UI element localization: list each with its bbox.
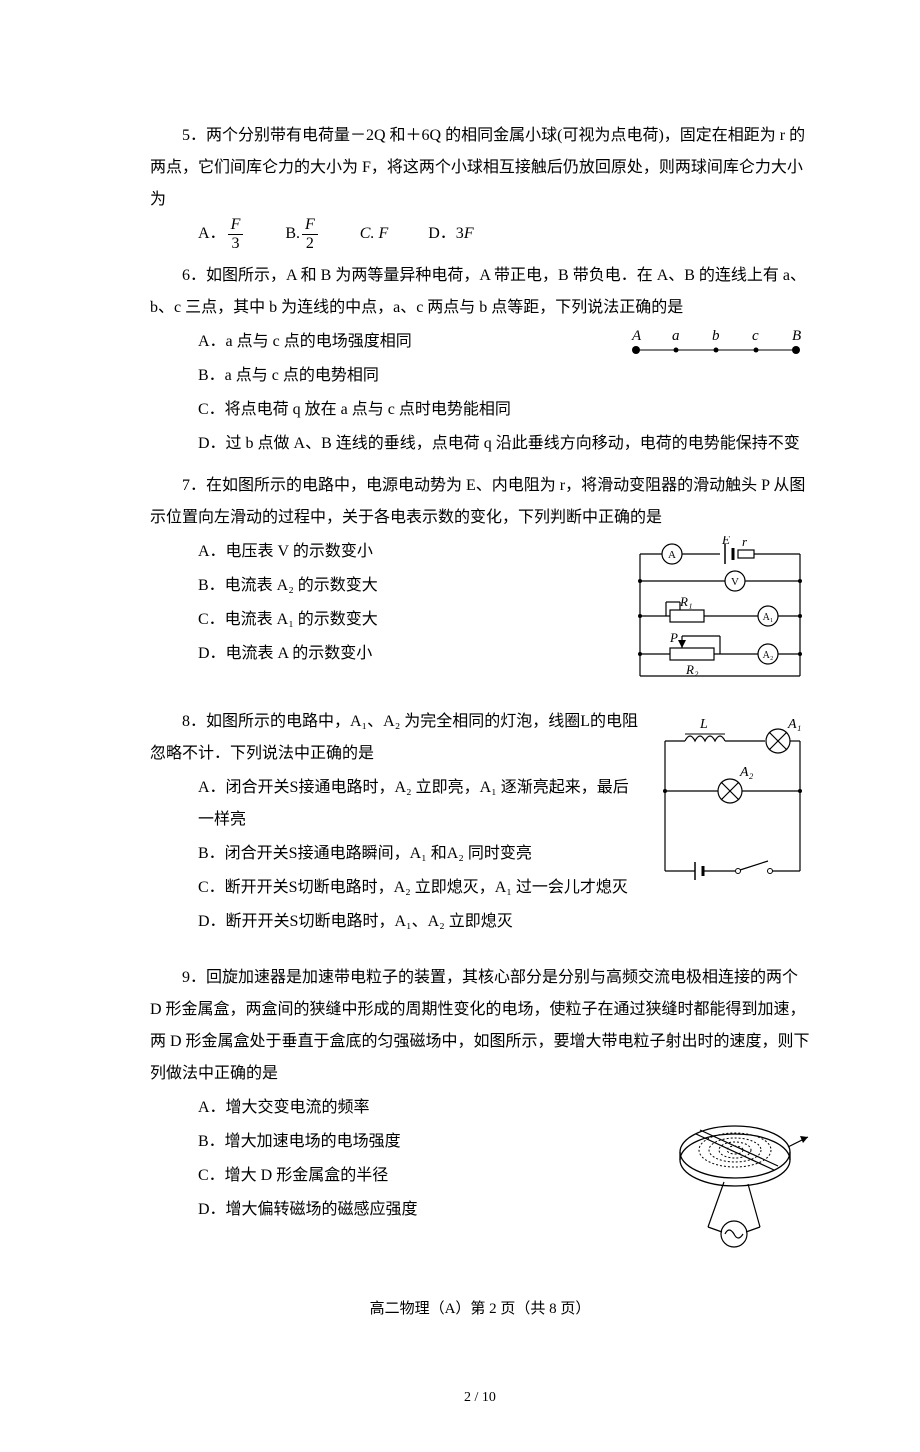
denominator: 3 (228, 235, 244, 253)
charge-line-diagram: A a b c B (620, 326, 810, 360)
q8-option-d: D．断开开关S切断电路时，A₁、A₂ 立即熄灭 (198, 906, 810, 938)
inductor-circuit: L A₁ A₂ (650, 716, 810, 891)
q5-option-a: A． F 3 (198, 216, 245, 252)
q6-option-d: D．过 b 点做 A、B 连线的垂线，点电荷 q 沿此垂线方向移动，电荷的电势能… (198, 428, 810, 460)
q6-text: 6．如图所示，A 和 B 为两等量异种电荷，A 带正电，B 带负电．在 A、B … (150, 260, 810, 324)
exam-page: 5．两个分别带有电荷量－2Q 和＋6Q 的相同金属小球(可视为点电荷)，固定在相… (0, 0, 920, 1452)
question-6: 6．如图所示，A 和 B 为两等量异种电荷，A 带正电，B 带负电．在 A、B … (150, 260, 810, 462)
q5-optB-prefix: B. (285, 218, 300, 250)
circuit-diagram: A E r V (630, 536, 810, 686)
q6-diagram: A a b c B (620, 326, 810, 372)
numerator: F (228, 216, 244, 235)
label-r: r (742, 536, 748, 549)
cyclotron-diagram (660, 1092, 810, 1252)
fraction: F 2 (302, 216, 318, 252)
q5-option-d: D．3F (428, 218, 473, 250)
q5-optD-text: D．3F (428, 218, 473, 250)
meter-A1: A₁ (763, 612, 774, 623)
label-A2: A₂ (739, 765, 754, 780)
meter-A: A (668, 549, 676, 561)
question-7: 7．在如图所示的电路中，电源电动势为 E、内电阻为 r，将滑动变阻器的滑动触头 … (150, 470, 810, 698)
label-R1: R₁ (679, 594, 692, 609)
q9-text: 9．回旋加速器是加速带电粒子的装置，其核心部分是分别与高频交流电极相连接的两个 … (150, 962, 810, 1090)
q7-text: 7．在如图所示的电路中，电源电动势为 E、内电阻为 r，将滑动变阻器的滑动触头 … (150, 470, 810, 534)
page-footer: 高二物理（A）第 2 页（共 8 页） (150, 1294, 810, 1324)
label-P: P (669, 630, 678, 645)
q5-option-c: C. F (360, 218, 388, 250)
numerator: F (302, 216, 318, 235)
label-A1: A₁ (787, 717, 801, 732)
question-9: 9．回旋加速器是加速带电粒子的装置，其核心部分是分别与高频交流电极相连接的两个 … (150, 962, 810, 1264)
q5-optA-prefix: A． (198, 218, 226, 250)
question-8: L A₁ A₂ (150, 706, 810, 940)
page-number: 2 / 10 (150, 1384, 810, 1412)
q6-option-c: C．将点电荷 q 放在 a 点与 c 点时电势能相同 (198, 394, 810, 426)
q7-diagram: A E r V (630, 536, 810, 698)
q5-text: 5．两个分别带有电荷量－2Q 和＋6Q 的相同金属小球(可视为点电荷)，固定在相… (150, 120, 810, 216)
q5-options: A． F 3 B. F 2 C. F D．3F (150, 216, 810, 252)
label-E: E (721, 536, 730, 547)
label-A: A (631, 328, 642, 344)
meter-V: V (731, 576, 739, 588)
question-5: 5．两个分别带有电荷量－2Q 和＋6Q 的相同金属小球(可视为点电荷)，固定在相… (150, 120, 810, 252)
q9-diagram (660, 1092, 810, 1264)
label-c: c (752, 328, 759, 344)
label-B: B (792, 328, 801, 344)
meter-A2: A₂ (763, 650, 774, 661)
q8-diagram: L A₁ A₂ (650, 716, 810, 903)
q5-option-b: B. F 2 (285, 216, 319, 252)
fraction: F 3 (228, 216, 244, 252)
label-b: b (712, 328, 720, 344)
label-a: a (672, 328, 680, 344)
label-R2: R₂ (685, 662, 699, 677)
label-L: L (699, 717, 708, 732)
denominator: 2 (302, 235, 318, 253)
